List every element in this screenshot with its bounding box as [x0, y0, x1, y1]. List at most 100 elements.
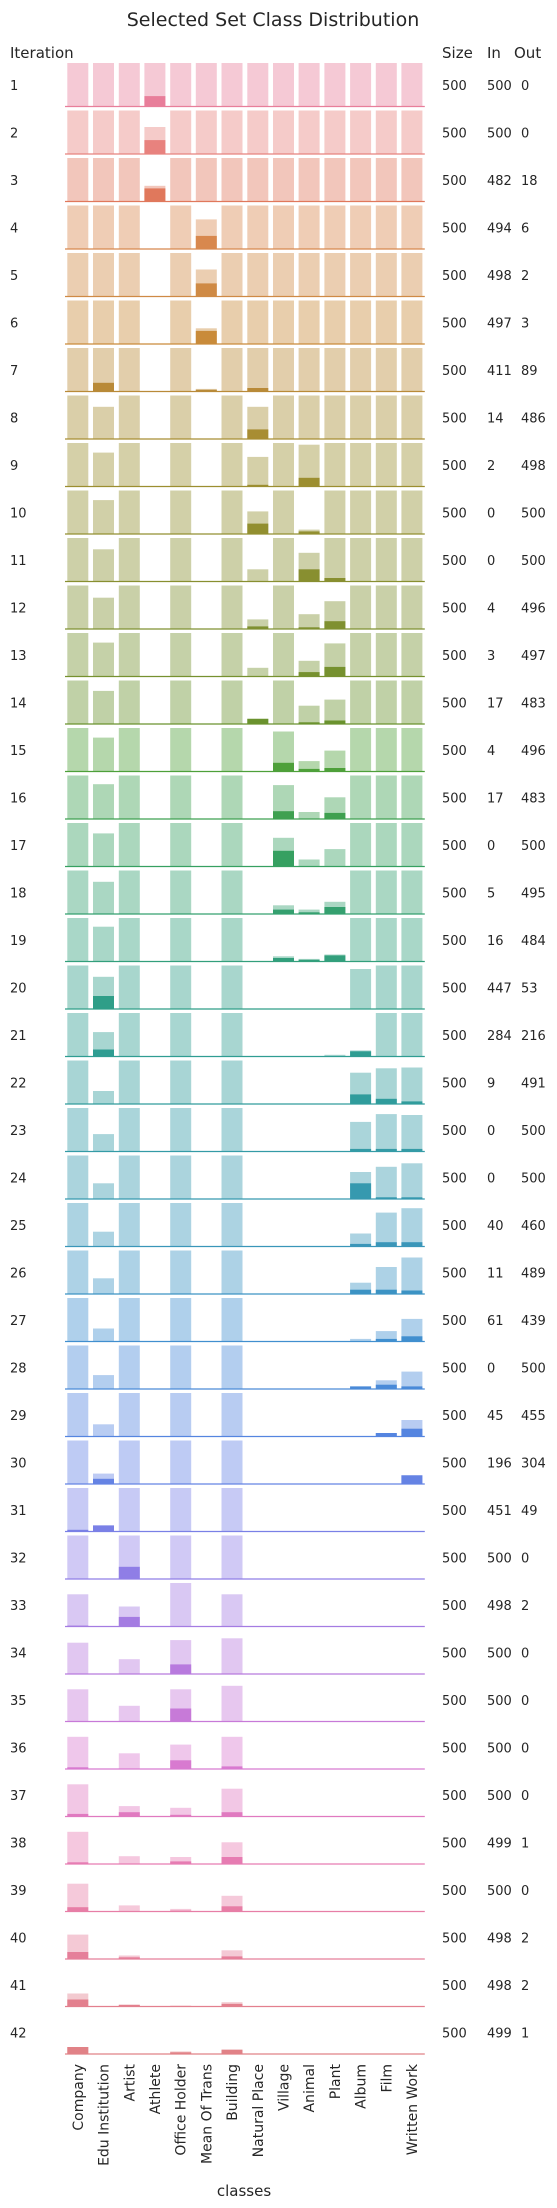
pool-bar	[170, 823, 192, 867]
selected-bar	[247, 429, 269, 439]
selected-bar	[375, 1098, 397, 1104]
in-value: 4	[487, 744, 495, 759]
out-value: 53	[521, 981, 538, 996]
pool-bar	[221, 585, 243, 629]
x-tick-label: Mean Of Trans	[199, 2064, 215, 2164]
out-value: 0	[521, 1551, 529, 1566]
selected-bar	[375, 1384, 397, 1390]
size-value: 500	[442, 2026, 467, 2041]
pool-bar	[324, 205, 346, 249]
iteration-row-4: 4 500 494 6	[10, 205, 529, 250]
pool-bar	[350, 253, 372, 297]
pool-bar	[350, 158, 372, 202]
pool-bar	[350, 728, 372, 772]
iteration-label: 42	[10, 2026, 27, 2041]
pool-bar	[93, 1375, 114, 1389]
pool-bar	[324, 1054, 346, 1057]
pool-bar	[350, 443, 372, 487]
selected-bar	[324, 578, 346, 582]
pool-bar	[375, 918, 397, 962]
iteration-label: 35	[10, 1694, 27, 1709]
selected-bar	[273, 958, 294, 962]
pool-bar	[93, 1424, 114, 1437]
pool-bar	[273, 300, 294, 344]
out-value: 89	[521, 364, 538, 379]
in-value: 40	[487, 1219, 504, 1234]
selected-bar	[247, 388, 269, 392]
pool-bar	[170, 965, 192, 1009]
out-value: 483	[521, 791, 546, 806]
out-value: 2	[521, 1931, 529, 1946]
out-value: 489	[521, 1266, 546, 1281]
pool-bar	[324, 443, 346, 487]
iteration-row-23: 23 500 0 500	[10, 1108, 546, 1153]
pool-bar	[170, 775, 192, 819]
selected-bar	[247, 484, 269, 487]
out-value: 495	[521, 886, 546, 901]
out-value: 6	[521, 221, 529, 236]
x-tick-label: Written Work	[405, 2063, 421, 2155]
selected-bar	[170, 1708, 192, 1722]
pool-bar	[350, 395, 372, 439]
selected-bar	[298, 912, 320, 914]
selected-bar	[298, 722, 320, 724]
iteration-label: 33	[10, 1599, 27, 1614]
out-value: 496	[521, 744, 546, 759]
pool-bar	[170, 1298, 192, 1342]
pool-bar	[67, 1155, 89, 1199]
pool-bar	[298, 761, 320, 772]
selected-bar	[221, 1812, 243, 1817]
pool-bar	[247, 63, 269, 107]
pool-bar	[401, 1163, 423, 1199]
pool-bar	[375, 348, 397, 392]
out-value: 49	[521, 1504, 538, 1519]
iteration-row-29: 29 500 45 455	[10, 1393, 546, 1438]
size-value: 500	[442, 1599, 467, 1614]
pool-bar	[221, 680, 243, 724]
pool-bar	[273, 63, 294, 107]
pool-bar	[350, 969, 372, 1009]
out-value: 496	[521, 601, 546, 616]
pool-bar	[247, 667, 269, 677]
selected-bar	[401, 1148, 423, 1152]
iteration-row-33: 33 500 498 2	[10, 1583, 529, 1628]
pool-bar	[118, 775, 140, 819]
iteration-row-19: 19 500 16 484	[10, 918, 546, 963]
pool-bar	[67, 63, 89, 107]
selected-bar	[324, 621, 346, 629]
iteration-label: 15	[10, 744, 27, 759]
iteration-row-28: 28 500 0 500	[10, 1345, 546, 1390]
pool-bar	[118, 918, 140, 962]
selected-bar	[221, 1906, 243, 1912]
pool-bar	[118, 870, 140, 914]
pool-bar	[170, 1440, 192, 1484]
out-value: 0	[521, 79, 529, 94]
pool-bar	[118, 1753, 140, 1769]
pool-bar	[273, 253, 294, 297]
selected-bar	[350, 1289, 372, 1295]
out-value: 439	[521, 1314, 546, 1329]
out-value: 0	[521, 1646, 529, 1661]
selected-bar	[118, 1616, 140, 1627]
in-value: 17	[487, 696, 504, 711]
selected-bar	[195, 389, 217, 392]
pool-bar	[170, 680, 192, 724]
pool-bar	[221, 1736, 243, 1769]
iteration-label: 27	[10, 1314, 27, 1329]
size-value: 500	[442, 1029, 467, 1044]
pool-bar	[298, 395, 320, 439]
iteration-label: 13	[10, 649, 27, 664]
x-tick-label: Plant	[328, 2063, 344, 2099]
pool-bar	[247, 253, 269, 297]
pool-bar	[170, 1908, 192, 1912]
pool-bar	[144, 63, 166, 107]
pool-bar	[221, 1013, 243, 1057]
size-value: 500	[442, 1219, 467, 1234]
out-value: 0	[521, 1694, 529, 1709]
iteration-row-7: 7 500 411 89	[10, 348, 538, 393]
size-value: 500	[442, 174, 467, 189]
pool-bar	[401, 490, 423, 534]
in-value: 498	[487, 269, 512, 284]
pool-bar	[221, 395, 243, 439]
pool-bar	[324, 63, 346, 107]
